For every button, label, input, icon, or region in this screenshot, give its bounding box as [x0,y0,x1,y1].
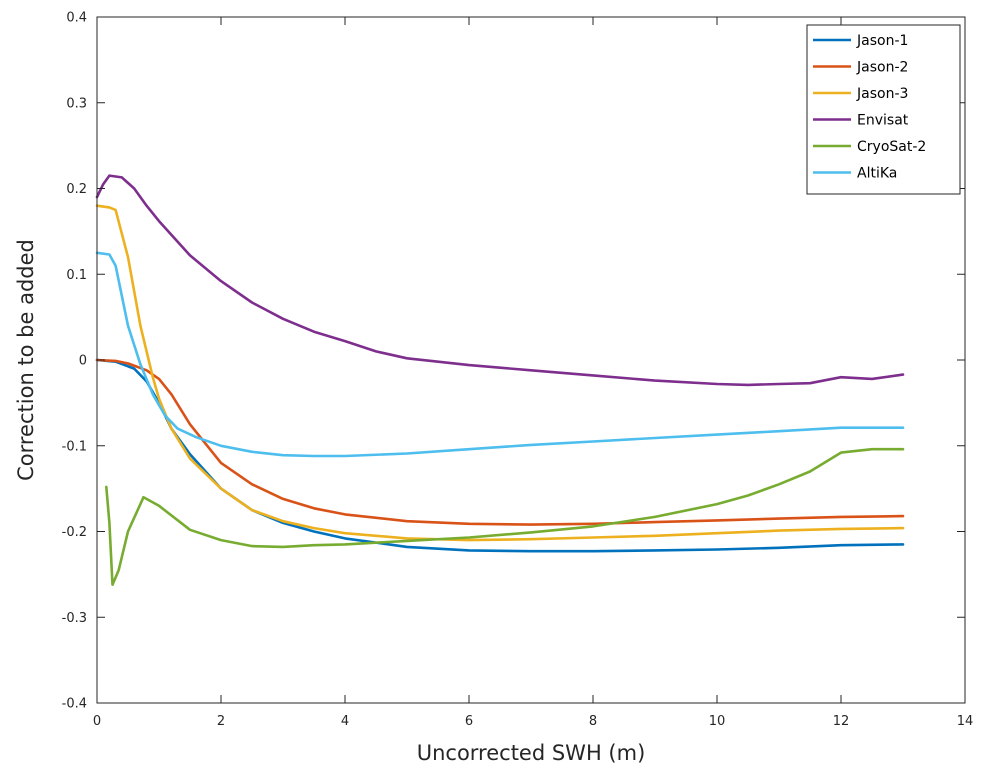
x-tick-label: 0 [93,714,101,729]
y-tick-label: -0.4 [62,697,87,712]
x-tick-label: 6 [465,714,473,729]
series-line-jason-3 [95,204,905,542]
x-tick-label: 14 [957,714,974,729]
legend-label: Jason-3 [856,86,908,102]
y-tick-label: 0.3 [66,96,87,111]
axis-ticks: 0 2 4 6 8 10 12 14 -0.4 -0.3 -0.2 -0.1 0 0.1 0.2 0.3 0.4 [62,11,974,730]
series-line-altika [95,251,905,458]
legend-label: Jason-2 [856,60,908,76]
legend-label: Jason-1 [856,33,908,49]
x-tick-label: 12 [833,714,850,729]
series-lines [95,174,905,586]
x-tick-label: 8 [589,714,597,729]
legend-label: AltiKa [857,166,897,182]
legend: Jason-1 Jason-2 Jason-3 Envisat CryoSat-2 Alt… [806,24,961,195]
y-tick-label: -0.1 [62,439,87,454]
series-line-cryosat-2 [105,447,905,586]
y-tick-label: 0.4 [66,11,87,26]
legend-box [806,24,961,195]
y-tick-label: 0.2 [66,182,87,197]
series-line-envisat [95,174,905,387]
legend-label: CryoSat-2 [857,139,926,155]
y-axis-title: Correction to be added [14,239,38,481]
x-tick-label: 2 [217,714,225,729]
y-tick-label: -0.2 [62,525,87,540]
x-tick-label: 4 [341,714,349,729]
x-tick-label: 10 [709,714,726,729]
legend-label: Envisat [857,113,909,129]
x-axis-title: Uncorrected SWH (m) [417,741,646,765]
y-tick-label: 0.1 [66,268,87,283]
y-tick-label: -0.3 [62,611,87,626]
y-tick-label: 0 [79,354,87,369]
